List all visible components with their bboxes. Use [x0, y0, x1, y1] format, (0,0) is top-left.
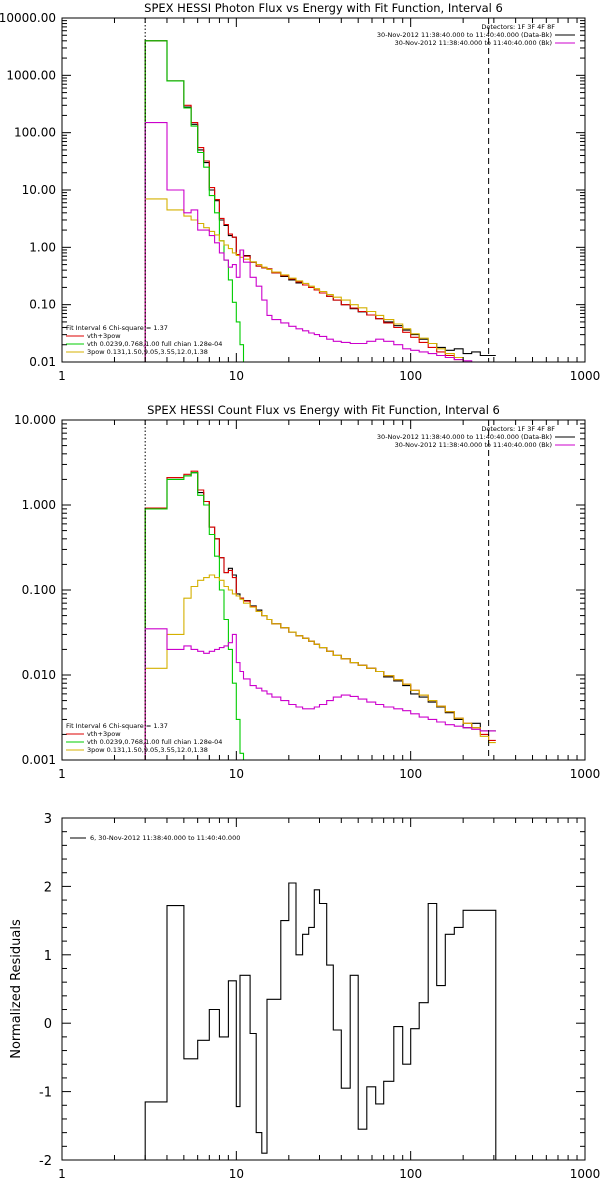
legend-header: Detectors: 1F 3F 4F 8F: [481, 23, 555, 31]
series-line-4: [144, 574, 496, 760]
y-tick-label: 0.100: [22, 583, 56, 597]
series-line-1: [144, 472, 496, 760]
chart-title: SPEX HESSI Photon Flux vs Energy with Fi…: [144, 1, 503, 15]
legend-entry-label: 30-Nov-2012 11:38:40.000 to 11:40:40.000…: [377, 433, 552, 441]
chart-panel-2: SPEX HESSI Count Flux vs Energy with Fit…: [14, 403, 600, 781]
y-tick-label: 1000.00: [6, 68, 56, 82]
legend-header: Fit Interval 6 Chi-square = 1.37: [66, 722, 168, 730]
legend-header: Fit Interval 6 Chi-square = 1.37: [66, 324, 168, 332]
plot-frame: [61, 817, 586, 1161]
series-line-3: [144, 472, 245, 760]
y-tick-label: -1: [39, 1086, 52, 1101]
plot-frame: [61, 17, 586, 363]
x-tick-label: 10: [229, 1167, 244, 1181]
legend-entry-label: vth 0.0239,0.768,1.00 full chian 1.28e-0…: [87, 340, 222, 348]
y-tick-label: 1.000: [22, 498, 56, 512]
series-group: [144, 882, 497, 1160]
series-line-4: [144, 198, 473, 362]
x-tick-label: 100: [399, 767, 422, 781]
chart-panel-3: 1 10 100 1000 -2 -1 0 1 2 3 Normalized Residuals 6,…: [9, 812, 600, 1181]
y-tick-label: 2: [44, 880, 52, 895]
x-tick-label: 100: [399, 369, 422, 383]
x-axis: 1 10 100 1000: [58, 818, 600, 1181]
y-axis: 0.001 0.010 0.100 1.000 10.000: [14, 413, 585, 767]
x-tick-label: 1000: [570, 369, 600, 383]
y-tick-label: -2: [39, 1154, 52, 1169]
series-line-2: [144, 470, 496, 760]
series-group: [144, 40, 496, 362]
y-axis: -2 -1 0 1 2 3: [39, 812, 585, 1169]
y-tick-label: 100.00: [14, 126, 56, 140]
series-line-1: [144, 882, 497, 1160]
x-tick-label: 1000: [570, 1167, 600, 1181]
y-tick-label: 0.001: [22, 753, 56, 767]
legend-left: Fit Interval 6 Chi-square = 1.37vth+3pow…: [66, 722, 222, 754]
y-tick-label: 10.00: [22, 183, 56, 197]
y-tick-label: 10.000: [14, 413, 56, 427]
series-line-5: [144, 122, 496, 362]
y-tick-label: 3: [44, 812, 52, 827]
y-tick-label: 0.01: [29, 355, 56, 369]
series-group: [144, 470, 496, 760]
legend-entry-label: vth+3pow: [87, 332, 121, 340]
legend-entry-label: 30-Nov-2012 11:38:40.000 to 11:40:40.000…: [377, 31, 552, 39]
legend-entry-label: vth 0.0239,0.768,1.00 full chian 1.28e-0…: [87, 738, 222, 746]
x-tick-label: 10: [229, 767, 244, 781]
legend-header: Detectors: 1F 3F 4F 8F: [481, 425, 555, 433]
legend-entry-label: 3pow 0.131,1.50,9.05,3.55,12.0,1.38: [87, 348, 208, 356]
plot-frame: [61, 419, 586, 761]
legend-entry-label: 6, 30-Nov-2012 11:38:40.000 to 11:40:40.…: [90, 834, 240, 842]
y-axis-label: Normalized Residuals: [9, 919, 24, 1059]
legend-entry-label: 3pow 0.131,1.50,9.05,3.55,12.0,1.38: [87, 746, 208, 754]
series-line-1: [144, 40, 496, 362]
x-axis: 1 10 100 1000: [58, 18, 600, 383]
legend-entry-label: vth+3pow: [87, 730, 121, 738]
y-tick-label: 10000.00: [0, 11, 56, 25]
series-line-3: [144, 40, 245, 362]
x-tick-label: 1000: [570, 767, 600, 781]
legend-entry-label: 30-Nov-2012 11:38:40.000 to 11:40:40.000…: [395, 441, 552, 449]
y-tick-label: 1: [44, 949, 52, 964]
x-tick-label: 1: [58, 767, 66, 781]
x-tick-label: 1: [58, 1167, 66, 1181]
x-tick-label: 1: [58, 369, 66, 383]
y-tick-label: 0.010: [22, 668, 56, 682]
legend: 6, 30-Nov-2012 11:38:40.000 to 11:40:40.…: [70, 834, 240, 842]
chart-title: SPEX HESSI Count Flux vs Energy with Fit…: [147, 403, 500, 417]
x-tick-label: 10: [229, 369, 244, 383]
series-line-2: [144, 40, 464, 362]
y-axis: 0.01 0.10 1.00 10.00 100.00 1000.00 10000.00: [0, 11, 585, 369]
chart-panel-1: SPEX HESSI Photon Flux vs Energy with Fi…: [0, 1, 600, 383]
y-tick-label: 0: [44, 1017, 52, 1032]
legend-entry-label: 30-Nov-2012 11:38:40.000 to 11:40:40.000…: [395, 39, 552, 47]
y-tick-label: 1.00: [29, 240, 56, 254]
x-tick-label: 100: [399, 1167, 422, 1181]
series-line-5: [144, 628, 496, 760]
x-axis: 1 10 100 1000: [58, 420, 600, 781]
y-tick-label: 0.10: [29, 298, 56, 312]
legend-left: Fit Interval 6 Chi-square = 1.37vth+3pow…: [66, 324, 222, 356]
